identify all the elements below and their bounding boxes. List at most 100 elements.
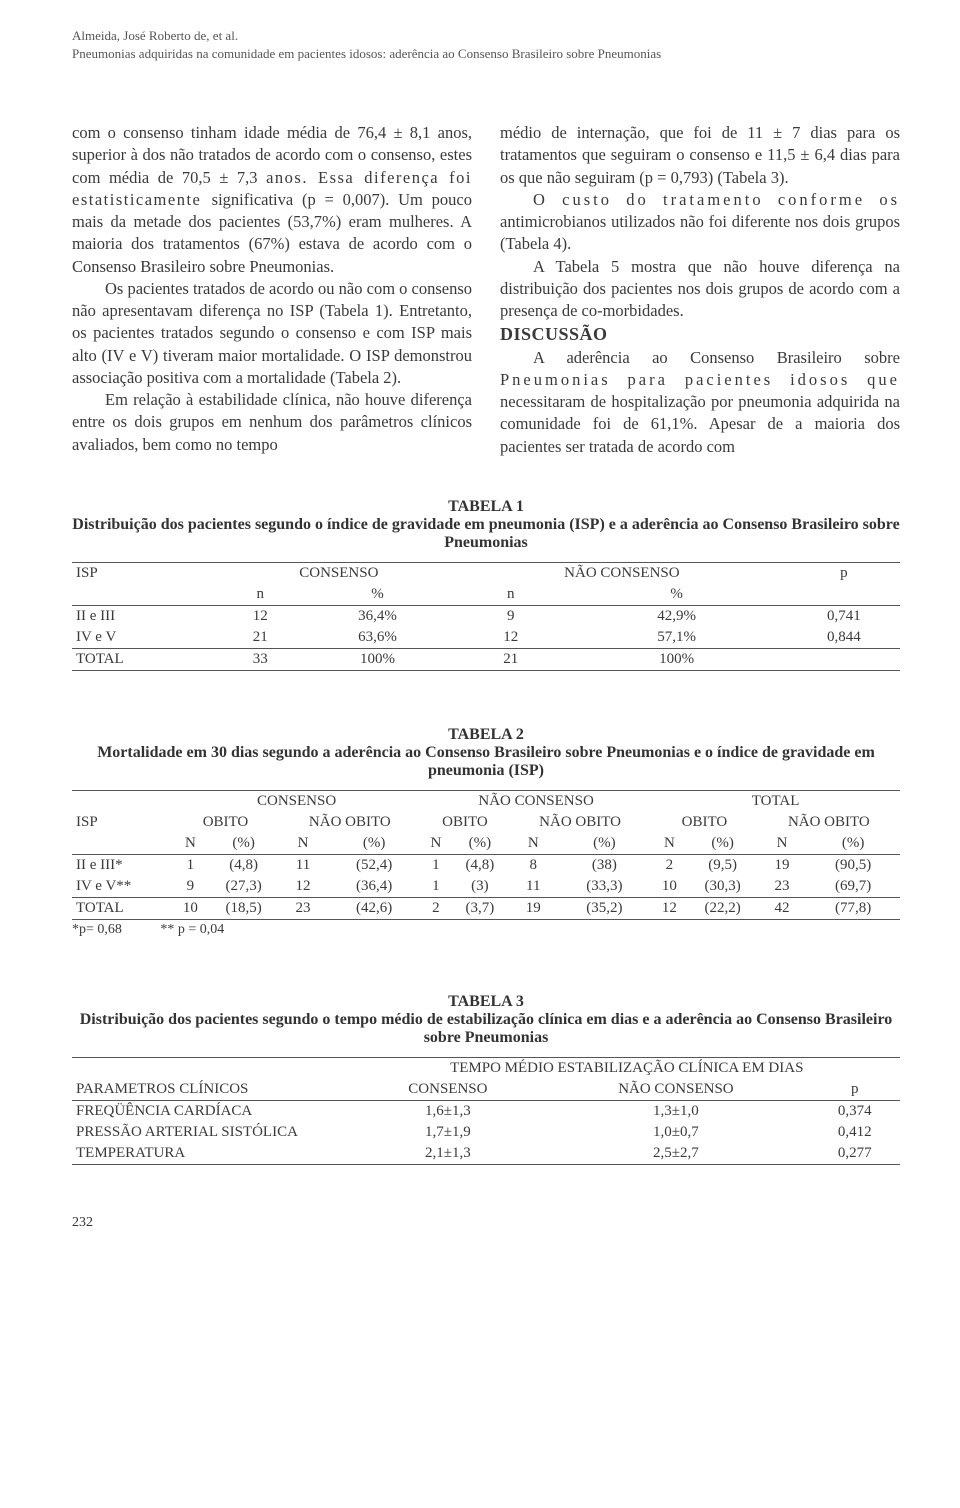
th: p	[810, 1079, 900, 1101]
table-2-caption: Mortalidade em 30 dias segundo a aderênc…	[72, 744, 900, 780]
th: N	[172, 833, 208, 855]
th: CONSENSO	[172, 791, 421, 813]
body-paragraph: Em relação à estabilidade clínica, não h…	[72, 389, 472, 456]
th: (%)	[209, 833, 279, 855]
table-1: TABELA 1 Distribuição dos pacientes segu…	[72, 498, 900, 671]
th: TEMPO MÉDIO ESTABILIZAÇÃO CLÍNICA EM DIA…	[354, 1058, 900, 1080]
td: 12	[651, 898, 687, 920]
td: 0,374	[810, 1101, 900, 1123]
td: (33,3)	[558, 876, 652, 898]
td: 10	[172, 898, 208, 920]
td: (38)	[558, 855, 652, 877]
table-2: TABELA 2 Mortalidade em 30 dias segundo …	[72, 726, 900, 938]
td: (18,5)	[209, 898, 279, 920]
th: N	[758, 833, 807, 855]
th: N	[421, 833, 451, 855]
th: OBITO	[421, 812, 509, 833]
table-1-title: TABELA 1	[72, 498, 900, 516]
td: 36,4%	[299, 606, 456, 628]
td: II e III*	[72, 855, 172, 877]
th: ISP	[72, 812, 172, 833]
table-2-footnote: *p= 0,68 ** p = 0,04	[72, 922, 900, 938]
th: NÃO OBITO	[509, 812, 651, 833]
td: 1,7±1,9	[354, 1122, 543, 1143]
td: FREQÜÊNCIA CARDÍACA	[72, 1101, 354, 1123]
table-2-grid: CONSENSO NÃO CONSENSO TOTAL ISP OBITO NÃ…	[72, 790, 900, 920]
td: 21	[456, 649, 565, 671]
td: (30,3)	[688, 876, 758, 898]
th: N	[509, 833, 558, 855]
td: 1,6±1,3	[354, 1101, 543, 1123]
body-paragraph: A Tabela 5 mostra que não houve diferenç…	[500, 256, 900, 323]
td	[788, 649, 900, 671]
table-3-grid: TEMPO MÉDIO ESTABILIZAÇÃO CLÍNICA EM DIA…	[72, 1057, 900, 1165]
column-right: médio de internação, que foi de 11 ± 7 d…	[500, 122, 900, 458]
table-1-caption: Distribuição dos pacientes segundo o índ…	[72, 516, 900, 552]
td: 57,1%	[565, 627, 787, 649]
td: 100%	[299, 649, 456, 671]
running-head-title: Pneumonias adquiridas na comunidade em p…	[72, 46, 900, 62]
td: 21	[222, 627, 299, 649]
td: 1,0±0,7	[542, 1122, 809, 1143]
td: 19	[509, 898, 558, 920]
th: N	[279, 833, 328, 855]
td: 12	[222, 606, 299, 628]
td: 8	[509, 855, 558, 877]
th: n	[456, 584, 565, 606]
td: 33	[222, 649, 299, 671]
body-text: Pneumonias para pacientes idosos que	[500, 370, 900, 389]
td: 2,1±1,3	[354, 1143, 543, 1165]
td: II e III	[72, 606, 222, 628]
td: 12	[456, 627, 565, 649]
th: %	[565, 584, 787, 606]
td: 1	[172, 855, 208, 877]
table-1-grid: ISP CONSENSO NÃO CONSENSO p n % n % II e…	[72, 562, 900, 671]
body-text: A aderência ao Consenso Brasileiro sobre	[533, 348, 900, 367]
td: (90,5)	[806, 855, 900, 877]
section-heading-discussion: DISCUSSÃO	[500, 322, 900, 346]
th: TOTAL	[651, 791, 900, 813]
td: (27,3)	[209, 876, 279, 898]
th: (%)	[558, 833, 652, 855]
td: 42,9%	[565, 606, 787, 628]
td: 100%	[565, 649, 787, 671]
td: 2	[421, 898, 451, 920]
td: (3,7)	[451, 898, 509, 920]
th: (%)	[806, 833, 900, 855]
td: 42	[758, 898, 807, 920]
td: 1	[421, 876, 451, 898]
td: 10	[651, 876, 687, 898]
td: 1	[421, 855, 451, 877]
th: %	[299, 584, 456, 606]
table-3-caption: Distribuição dos pacientes segundo o tem…	[72, 1011, 900, 1047]
td: (69,7)	[806, 876, 900, 898]
body-text: O custo do tratamento conforme os	[533, 190, 900, 209]
td: 23	[758, 876, 807, 898]
td: 12	[279, 876, 328, 898]
body-text: antimicrobianos utilizados não foi difer…	[500, 212, 900, 253]
th: p	[788, 563, 900, 585]
th: N	[651, 833, 687, 855]
td: (3)	[451, 876, 509, 898]
th: (%)	[451, 833, 509, 855]
th: NÃO CONSENSO	[542, 1079, 809, 1101]
td: 0,844	[788, 627, 900, 649]
td: (4,8)	[451, 855, 509, 877]
th: PARAMETROS CLÍNICOS	[72, 1079, 354, 1101]
page-number: 232	[72, 1215, 900, 1231]
th: CONSENSO	[222, 563, 456, 585]
column-left: com o consenso tinham idade média de 76,…	[72, 122, 472, 458]
td: (36,4)	[327, 876, 421, 898]
td: TEMPERATURA	[72, 1143, 354, 1165]
td: 0,277	[810, 1143, 900, 1165]
td: 9	[456, 606, 565, 628]
th: OBITO	[651, 812, 758, 833]
th: NÃO OBITO	[758, 812, 900, 833]
table-3-title: TABELA 3	[72, 993, 900, 1011]
td: IV e V**	[72, 876, 172, 898]
td: (4,8)	[209, 855, 279, 877]
td: 1,3±1,0	[542, 1101, 809, 1123]
td: 11	[509, 876, 558, 898]
td: TOTAL	[72, 649, 222, 671]
th: ISP	[72, 563, 222, 585]
